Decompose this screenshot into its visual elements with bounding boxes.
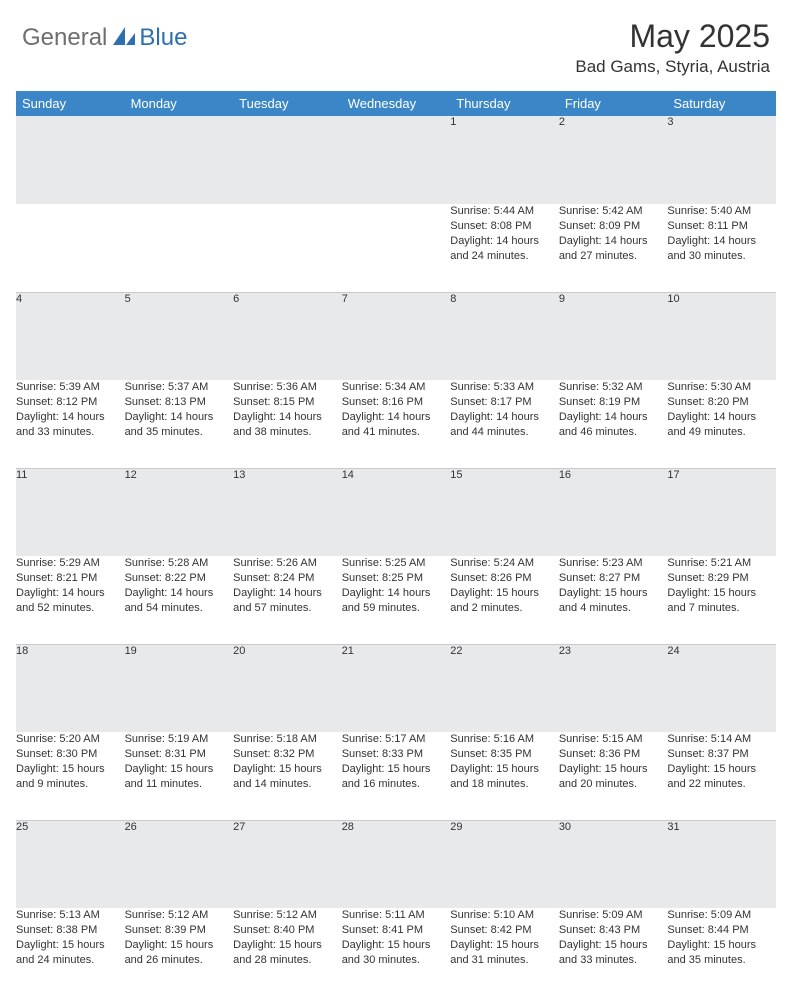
day-header: Tuesday [233,91,342,116]
content-row: Sunrise: 5:29 AMSunset: 8:21 PMDaylight:… [16,556,776,644]
day-number: 19 [125,644,234,732]
day-cell: Sunrise: 5:28 AMSunset: 8:22 PMDaylight:… [125,556,234,644]
day-cell [342,204,451,292]
day-cell: Sunrise: 5:11 AMSunset: 8:41 PMDaylight:… [342,908,451,996]
day-cell [16,204,125,292]
day-cell: Sunrise: 5:13 AMSunset: 8:38 PMDaylight:… [16,908,125,996]
daynum-row: 25262728293031 [16,820,776,908]
day-number: 17 [667,468,776,556]
daynum-row: 45678910 [16,292,776,380]
day-cell: Sunrise: 5:12 AMSunset: 8:39 PMDaylight:… [125,908,234,996]
day-cell: Sunrise: 5:17 AMSunset: 8:33 PMDaylight:… [342,732,451,820]
day-number: 10 [667,292,776,380]
day-number: 2 [559,116,668,204]
day-cell: Sunrise: 5:09 AMSunset: 8:43 PMDaylight:… [559,908,668,996]
day-cell: Sunrise: 5:20 AMSunset: 8:30 PMDaylight:… [16,732,125,820]
day-number: 7 [342,292,451,380]
logo-sail-icon [111,25,137,52]
day-cell: Sunrise: 5:34 AMSunset: 8:16 PMDaylight:… [342,380,451,468]
logo-text-general: General [22,24,107,52]
day-cell [125,204,234,292]
day-number: 27 [233,820,342,908]
day-number: 25 [16,820,125,908]
day-cell: Sunrise: 5:10 AMSunset: 8:42 PMDaylight:… [450,908,559,996]
day-cell: Sunrise: 5:19 AMSunset: 8:31 PMDaylight:… [125,732,234,820]
daynum-row: 18192021222324 [16,644,776,732]
day-cell [233,204,342,292]
day-number [342,116,451,204]
day-cell: Sunrise: 5:36 AMSunset: 8:15 PMDaylight:… [233,380,342,468]
day-cell: Sunrise: 5:14 AMSunset: 8:37 PMDaylight:… [667,732,776,820]
day-number: 21 [342,644,451,732]
day-number: 8 [450,292,559,380]
day-number [16,116,125,204]
day-number: 11 [16,468,125,556]
title-block: May 2025 Bad Gams, Styria, Austria [575,18,770,77]
day-cell: Sunrise: 5:29 AMSunset: 8:21 PMDaylight:… [16,556,125,644]
content-row: Sunrise: 5:44 AMSunset: 8:08 PMDaylight:… [16,204,776,292]
day-cell: Sunrise: 5:24 AMSunset: 8:26 PMDaylight:… [450,556,559,644]
day-header: Thursday [450,91,559,116]
day-cell: Sunrise: 5:32 AMSunset: 8:19 PMDaylight:… [559,380,668,468]
day-number: 26 [125,820,234,908]
day-cell: Sunrise: 5:40 AMSunset: 8:11 PMDaylight:… [667,204,776,292]
day-cell: Sunrise: 5:26 AMSunset: 8:24 PMDaylight:… [233,556,342,644]
day-cell: Sunrise: 5:16 AMSunset: 8:35 PMDaylight:… [450,732,559,820]
day-number: 6 [233,292,342,380]
day-number: 5 [125,292,234,380]
day-number: 18 [16,644,125,732]
header: General Blue May 2025 Bad Gams, Styria, … [0,0,792,85]
logo: General Blue [22,24,187,52]
day-number: 28 [342,820,451,908]
day-cell: Sunrise: 5:44 AMSunset: 8:08 PMDaylight:… [450,204,559,292]
day-cell: Sunrise: 5:18 AMSunset: 8:32 PMDaylight:… [233,732,342,820]
location: Bad Gams, Styria, Austria [575,57,770,77]
content-row: Sunrise: 5:20 AMSunset: 8:30 PMDaylight:… [16,732,776,820]
day-cell: Sunrise: 5:23 AMSunset: 8:27 PMDaylight:… [559,556,668,644]
day-number: 20 [233,644,342,732]
day-cell: Sunrise: 5:09 AMSunset: 8:44 PMDaylight:… [667,908,776,996]
day-cell: Sunrise: 5:37 AMSunset: 8:13 PMDaylight:… [125,380,234,468]
day-number: 30 [559,820,668,908]
content-row: Sunrise: 5:13 AMSunset: 8:38 PMDaylight:… [16,908,776,996]
day-number [125,116,234,204]
calendar-table: Sunday Monday Tuesday Wednesday Thursday… [16,91,776,996]
day-header-row: Sunday Monday Tuesday Wednesday Thursday… [16,91,776,116]
day-cell: Sunrise: 5:30 AMSunset: 8:20 PMDaylight:… [667,380,776,468]
day-cell: Sunrise: 5:39 AMSunset: 8:12 PMDaylight:… [16,380,125,468]
day-number: 3 [667,116,776,204]
day-number: 22 [450,644,559,732]
day-header: Saturday [667,91,776,116]
day-cell: Sunrise: 5:15 AMSunset: 8:36 PMDaylight:… [559,732,668,820]
content-row: Sunrise: 5:39 AMSunset: 8:12 PMDaylight:… [16,380,776,468]
logo-text-blue: Blue [139,24,187,52]
day-number: 12 [125,468,234,556]
daynum-row: 11121314151617 [16,468,776,556]
day-number: 31 [667,820,776,908]
day-number: 4 [16,292,125,380]
day-header: Sunday [16,91,125,116]
day-number: 15 [450,468,559,556]
day-header: Friday [559,91,668,116]
day-number: 13 [233,468,342,556]
day-cell: Sunrise: 5:25 AMSunset: 8:25 PMDaylight:… [342,556,451,644]
day-number: 29 [450,820,559,908]
day-number: 14 [342,468,451,556]
day-number: 1 [450,116,559,204]
day-number: 24 [667,644,776,732]
day-number: 23 [559,644,668,732]
day-number: 9 [559,292,668,380]
day-header: Wednesday [342,91,451,116]
month-title: May 2025 [575,18,770,55]
day-number [233,116,342,204]
day-cell: Sunrise: 5:12 AMSunset: 8:40 PMDaylight:… [233,908,342,996]
day-number: 16 [559,468,668,556]
day-header: Monday [125,91,234,116]
day-cell: Sunrise: 5:33 AMSunset: 8:17 PMDaylight:… [450,380,559,468]
daynum-row: 123 [16,116,776,204]
day-cell: Sunrise: 5:21 AMSunset: 8:29 PMDaylight:… [667,556,776,644]
day-cell: Sunrise: 5:42 AMSunset: 8:09 PMDaylight:… [559,204,668,292]
